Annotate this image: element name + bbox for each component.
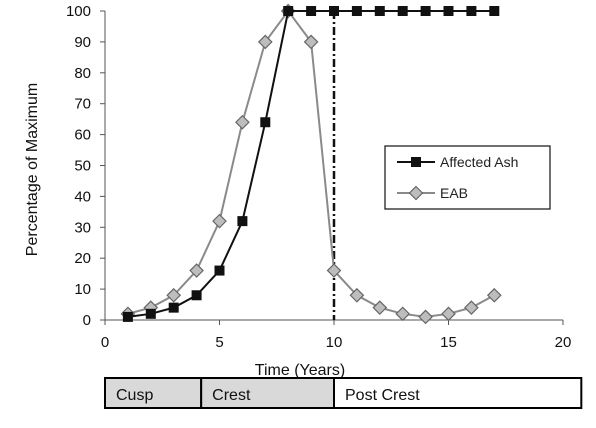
y-tick-label: 0	[83, 312, 91, 329]
y-tick-label: 50	[74, 158, 91, 175]
data-point-eab	[236, 116, 249, 129]
data-point-affected-ash	[284, 7, 293, 16]
data-point-eab	[465, 301, 478, 314]
x-tick-label: 20	[555, 334, 572, 351]
data-point-affected-ash	[307, 7, 316, 16]
data-point-affected-ash	[146, 309, 155, 318]
x-tick-label: 10	[326, 334, 343, 351]
y-tick-label: 100	[66, 3, 91, 20]
y-tick-label: 60	[74, 127, 91, 144]
data-point-affected-ash	[421, 7, 430, 16]
y-tick-label: 10	[74, 281, 91, 298]
data-point-eab	[488, 289, 501, 302]
data-point-affected-ash	[261, 118, 270, 127]
data-point-affected-ash	[192, 291, 201, 300]
data-point-eab	[373, 301, 386, 314]
phase-label-crest: Crest	[212, 387, 251, 404]
phase-bar: Cusp Crest Post Crest	[105, 378, 581, 408]
y-axis-title: Percentage of Maximum	[24, 83, 41, 256]
data-point-affected-ash	[215, 266, 224, 275]
data-point-affected-ash	[238, 217, 247, 226]
data-point-affected-ash	[444, 7, 453, 16]
data-point-eab	[213, 215, 226, 228]
data-point-eab	[396, 307, 409, 320]
y-tick-label: 40	[74, 188, 91, 205]
phase-label-post-crest: Post Crest	[345, 387, 420, 404]
y-tick-label: 30	[74, 219, 91, 236]
x-axis-title: Time (Years)	[255, 362, 345, 379]
y-tick-label: 70	[74, 96, 91, 113]
data-point-eab	[419, 310, 432, 323]
data-point-affected-ash	[467, 7, 476, 16]
legend-label-eab: EAB	[440, 185, 468, 201]
data-point-affected-ash	[375, 7, 384, 16]
legend-marker-affected-ash	[412, 158, 421, 167]
x-tick-label: 5	[215, 334, 223, 351]
phase-label-cusp: Cusp	[116, 387, 153, 404]
data-point-affected-ash	[330, 7, 339, 16]
y-tick-label: 20	[74, 250, 91, 267]
data-point-affected-ash	[490, 7, 499, 16]
legend-label-affected-ash: Affected Ash	[440, 154, 518, 170]
y-tick-label: 90	[74, 34, 91, 51]
x-tick-label: 15	[440, 334, 457, 351]
data-point-eab	[442, 307, 455, 320]
legend: Affected Ash EAB	[385, 146, 550, 209]
data-point-affected-ash	[123, 312, 132, 321]
x-tick-label: 0	[101, 334, 109, 351]
data-point-affected-ash	[352, 7, 361, 16]
data-point-affected-ash	[398, 7, 407, 16]
data-point-affected-ash	[169, 303, 178, 312]
y-tick-label: 80	[74, 65, 91, 82]
